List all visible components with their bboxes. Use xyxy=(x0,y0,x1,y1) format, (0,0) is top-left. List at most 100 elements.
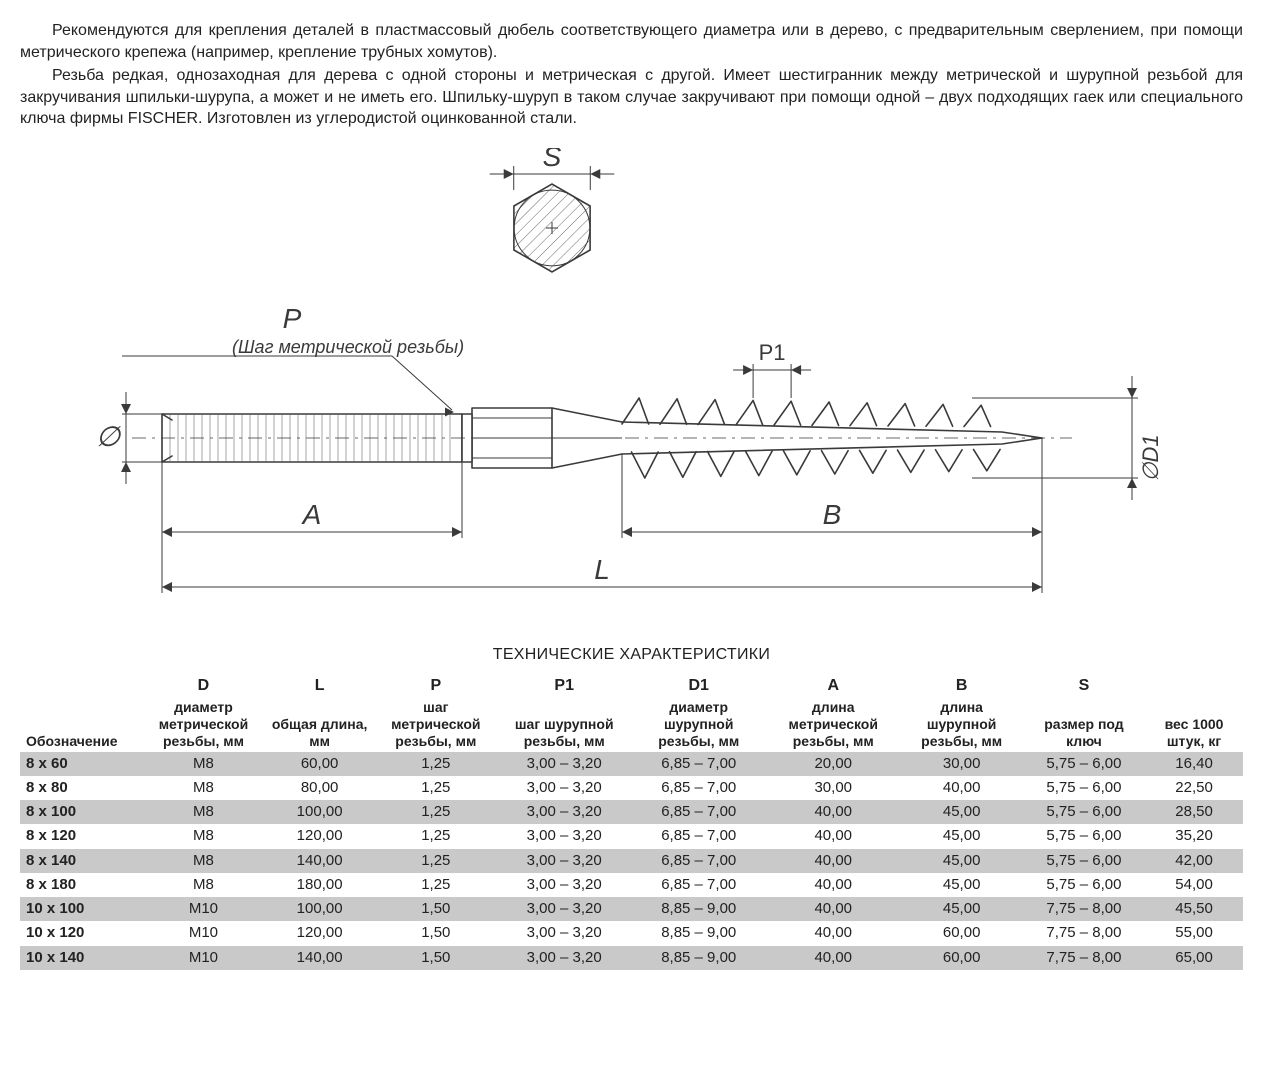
cell: 35,20 xyxy=(1145,824,1243,848)
cell: 7,75 – 8,00 xyxy=(1023,921,1145,945)
cell: 45,00 xyxy=(901,873,1023,897)
cell: 5,75 – 6,00 xyxy=(1023,824,1145,848)
cell: 5,75 – 6,00 xyxy=(1023,849,1145,873)
table-row: 10 х 120M10120,001,503,00 – 3,208,85 – 9… xyxy=(20,921,1243,945)
cell: 40,00 xyxy=(901,776,1023,800)
cell: 100,00 xyxy=(265,897,375,921)
cell: 8 х 100 xyxy=(20,800,142,824)
col-symbol-9 xyxy=(1145,674,1243,697)
col-symbol-1: D xyxy=(142,674,264,697)
svg-text:P: P xyxy=(282,303,301,334)
col-symbol-6: A xyxy=(766,674,901,697)
cell: 6,85 – 7,00 xyxy=(631,800,766,824)
cell: M8 xyxy=(142,752,264,776)
cell: 5,75 – 6,00 xyxy=(1023,873,1145,897)
cell: 1,25 xyxy=(375,776,497,800)
cell: 80,00 xyxy=(265,776,375,800)
cell: 5,75 – 6,00 xyxy=(1023,752,1145,776)
cell: 28,50 xyxy=(1145,800,1243,824)
col-label-8: размер под ключ xyxy=(1023,697,1145,751)
cell: 55,00 xyxy=(1145,921,1243,945)
cell: 45,00 xyxy=(901,800,1023,824)
intro-paragraph-2: Резьба редкая, однозаходная для дерева с… xyxy=(20,65,1243,130)
cell: 1,50 xyxy=(375,946,497,970)
col-symbol-4: P1 xyxy=(497,674,632,697)
col-label-5: диаметр шурупной резьбы, мм xyxy=(631,697,766,751)
cell: 120,00 xyxy=(265,824,375,848)
cell: 120,00 xyxy=(265,921,375,945)
cell: 8 х 80 xyxy=(20,776,142,800)
cell: M10 xyxy=(142,946,264,970)
table-row: 10 х 100M10100,001,503,00 – 3,208,85 – 9… xyxy=(20,897,1243,921)
col-symbol-7: B xyxy=(901,674,1023,697)
cell: 8 х 60 xyxy=(20,752,142,776)
cell: M8 xyxy=(142,873,264,897)
cell: 54,00 xyxy=(1145,873,1243,897)
col-symbol-0 xyxy=(20,674,142,697)
cell: 3,00 – 3,20 xyxy=(497,752,632,776)
cell: 6,85 – 7,00 xyxy=(631,873,766,897)
cell: 10 х 100 xyxy=(20,897,142,921)
col-label-6: длина метрической резьбы, мм xyxy=(766,697,901,751)
cell: 42,00 xyxy=(1145,849,1243,873)
col-label-9: вес 1000 штук, кг xyxy=(1145,697,1243,751)
col-label-2: общая длина, мм xyxy=(265,697,375,751)
cell: 1,25 xyxy=(375,752,497,776)
cell: 1,50 xyxy=(375,921,497,945)
cell: 6,85 – 7,00 xyxy=(631,849,766,873)
cell: 3,00 – 3,20 xyxy=(497,776,632,800)
cell: 3,00 – 3,20 xyxy=(497,897,632,921)
col-symbol-5: D1 xyxy=(631,674,766,697)
svg-text:∅D1: ∅D1 xyxy=(1138,434,1163,481)
cell: 30,00 xyxy=(766,776,901,800)
cell: 180,00 xyxy=(265,873,375,897)
cell: 7,75 – 8,00 xyxy=(1023,946,1145,970)
cell: 65,00 xyxy=(1145,946,1243,970)
cell: 6,85 – 7,00 xyxy=(631,776,766,800)
cell: 8,85 – 9,00 xyxy=(631,946,766,970)
cell: M8 xyxy=(142,824,264,848)
col-label-4: шаг шурупной резьбы, мм xyxy=(497,697,632,751)
cell: M10 xyxy=(142,897,264,921)
technical-drawing: SP(Шаг метрической резьбы)P1∅∅D1ABL xyxy=(20,148,1243,638)
table-row: 8 х 60M860,001,253,00 – 3,206,85 – 7,002… xyxy=(20,752,1243,776)
col-label-0: Обозначение xyxy=(20,697,142,751)
cell: 3,00 – 3,20 xyxy=(497,873,632,897)
cell: 8,85 – 9,00 xyxy=(631,897,766,921)
cell: 3,00 – 3,20 xyxy=(497,946,632,970)
col-label-3: шаг метрической резьбы, мм xyxy=(375,697,497,751)
cell: 140,00 xyxy=(265,849,375,873)
cell: 1,25 xyxy=(375,824,497,848)
svg-text:B: B xyxy=(822,499,841,530)
cell: 60,00 xyxy=(901,946,1023,970)
cell: 3,00 – 3,20 xyxy=(497,824,632,848)
cell: 6,85 – 7,00 xyxy=(631,824,766,848)
col-label-7: длина шурупной резьбы, мм xyxy=(901,697,1023,751)
svg-text:P1: P1 xyxy=(758,340,785,365)
cell: 8 х 180 xyxy=(20,873,142,897)
svg-text:∅: ∅ xyxy=(95,421,121,452)
table-row: 8 х 100M8100,001,253,00 – 3,206,85 – 7,0… xyxy=(20,800,1243,824)
col-label-1: диаметр метрической резьбы, мм xyxy=(142,697,264,751)
cell: 6,85 – 7,00 xyxy=(631,752,766,776)
specifications-table: DLPP1D1ABSОбозначениедиаметр метрической… xyxy=(20,674,1243,970)
intro-paragraph-1: Рекомендуются для крепления деталей в пл… xyxy=(20,20,1243,63)
cell: 1,25 xyxy=(375,873,497,897)
cell: M10 xyxy=(142,921,264,945)
col-symbol-8: S xyxy=(1023,674,1145,697)
cell: 45,00 xyxy=(901,897,1023,921)
cell: 1,25 xyxy=(375,849,497,873)
cell: 60,00 xyxy=(265,752,375,776)
cell: 8 х 120 xyxy=(20,824,142,848)
cell: M8 xyxy=(142,800,264,824)
cell: M8 xyxy=(142,849,264,873)
cell: 40,00 xyxy=(766,849,901,873)
cell: 3,00 – 3,20 xyxy=(497,921,632,945)
table-row: 10 х 140M10140,001,503,00 – 3,208,85 – 9… xyxy=(20,946,1243,970)
table-row: 8 х 120M8120,001,253,00 – 3,206,85 – 7,0… xyxy=(20,824,1243,848)
col-symbol-2: L xyxy=(265,674,375,697)
cell: M8 xyxy=(142,776,264,800)
cell: 40,00 xyxy=(766,897,901,921)
cell: 16,40 xyxy=(1145,752,1243,776)
svg-text:A: A xyxy=(300,499,321,530)
